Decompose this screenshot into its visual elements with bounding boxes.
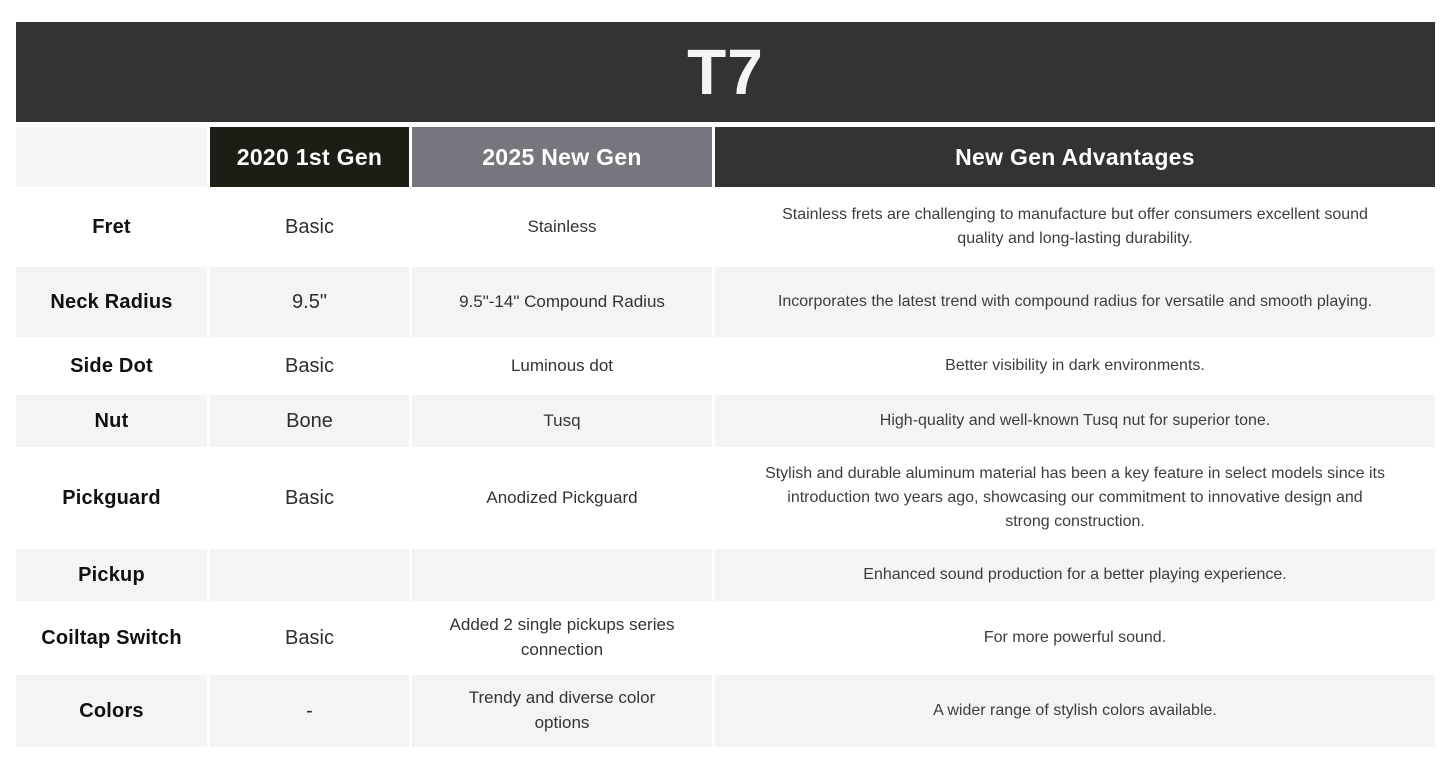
cell-neck-radius-2025: 9.5"-14" Compound Radius [412,267,712,337]
cell-nut-advantage-text: High-quality and well-known Tusq nut for… [879,412,1271,429]
column-header-feature-empty [16,127,207,187]
row-label-pickguard: Pickguard [16,450,207,546]
cell-colors-2025: Trendy and diverse color options [412,675,712,747]
cell-coiltap-switch-advantage-text: For more powerful sound. [983,629,1167,646]
cell-nut-2025-text: Tusq [543,410,581,430]
row-label-fret: Fret [16,190,207,264]
cell-fret-advantage: Stainless frets are challenging to manuf… [715,190,1435,264]
row-label-coiltap-switch: Coiltap Switch [16,604,207,672]
cell-fret-2025: Stainless [412,190,712,264]
cell-fret-2025-text: Stainless [527,216,597,236]
cell-nut-2025: Tusq [412,395,712,447]
comparison-table: 2020 1st Gen 2025 New Gen New Gen Advant… [16,127,1435,747]
column-header-2020-1st-gen: 2020 1st Gen [210,127,409,187]
cell-coiltap-switch-advantage: For more powerful sound. [715,604,1435,672]
page-title: T7 [687,36,764,108]
title-bar: T7 [16,22,1435,122]
cell-colors-2020: - [210,675,409,747]
cell-neck-radius-2020: 9.5" [210,267,409,337]
cell-pickguard-advantage: Stylish and durable aluminum material ha… [715,450,1435,546]
cell-nut-2020: Bone [210,395,409,447]
row-label-pickup: Pickup [16,549,207,601]
cell-neck-radius-advantage: Incorporates the latest trend with compo… [715,267,1435,337]
cell-pickguard-2025-text: Anodized Pickguard [486,487,638,507]
cell-neck-radius-advantage-text: Incorporates the latest trend with compo… [777,293,1373,310]
cell-pickup-advantage-text: Enhanced sound production for a better p… [863,566,1287,583]
column-header-new-gen-advantages: New Gen Advantages [715,127,1435,187]
cell-colors-2025-text: Trendy and diverse color options [468,688,656,732]
cell-pickguard-2020: Basic [210,450,409,546]
cell-side-dot-advantage-text: Better visibility in dark environments. [945,357,1205,374]
cell-nut-advantage: High-quality and well-known Tusq nut for… [715,395,1435,447]
comparison-table-sheet: T7 2020 1st Gen 2025 New Gen New Gen Adv… [16,22,1435,747]
cell-colors-advantage: A wider range of stylish colors availabl… [715,675,1435,747]
cell-fret-2020: Basic [210,190,409,264]
cell-pickup-2025 [412,549,712,601]
cell-side-dot-advantage: Better visibility in dark environments. [715,340,1435,392]
cell-coiltap-switch-2025-text: Added 2 single pickups series connection [449,615,675,659]
row-label-neck-radius: Neck Radius [16,267,207,337]
cell-pickguard-2025: Anodized Pickguard [412,450,712,546]
cell-pickguard-advantage-text: Stylish and durable aluminum material ha… [765,465,1385,530]
cell-neck-radius-2025-text: 9.5"-14" Compound Radius [459,291,665,311]
cell-side-dot-2020: Basic [210,340,409,392]
cell-colors-advantage-text: A wider range of stylish colors availabl… [933,702,1217,719]
row-label-side-dot: Side Dot [16,340,207,392]
cell-coiltap-switch-2025: Added 2 single pickups series connection [412,604,712,672]
cell-side-dot-2025-text: Luminous dot [510,355,614,375]
row-label-nut: Nut [16,395,207,447]
cell-pickup-advantage: Enhanced sound production for a better p… [715,549,1435,601]
cell-fret-advantage-text: Stainless frets are challenging to manuf… [782,206,1368,247]
cell-side-dot-2025: Luminous dot [412,340,712,392]
cell-pickup-2020 [210,549,409,601]
cell-coiltap-switch-2020: Basic [210,604,409,672]
row-label-colors: Colors [16,675,207,747]
column-header-2025-new-gen: 2025 New Gen [412,127,712,187]
